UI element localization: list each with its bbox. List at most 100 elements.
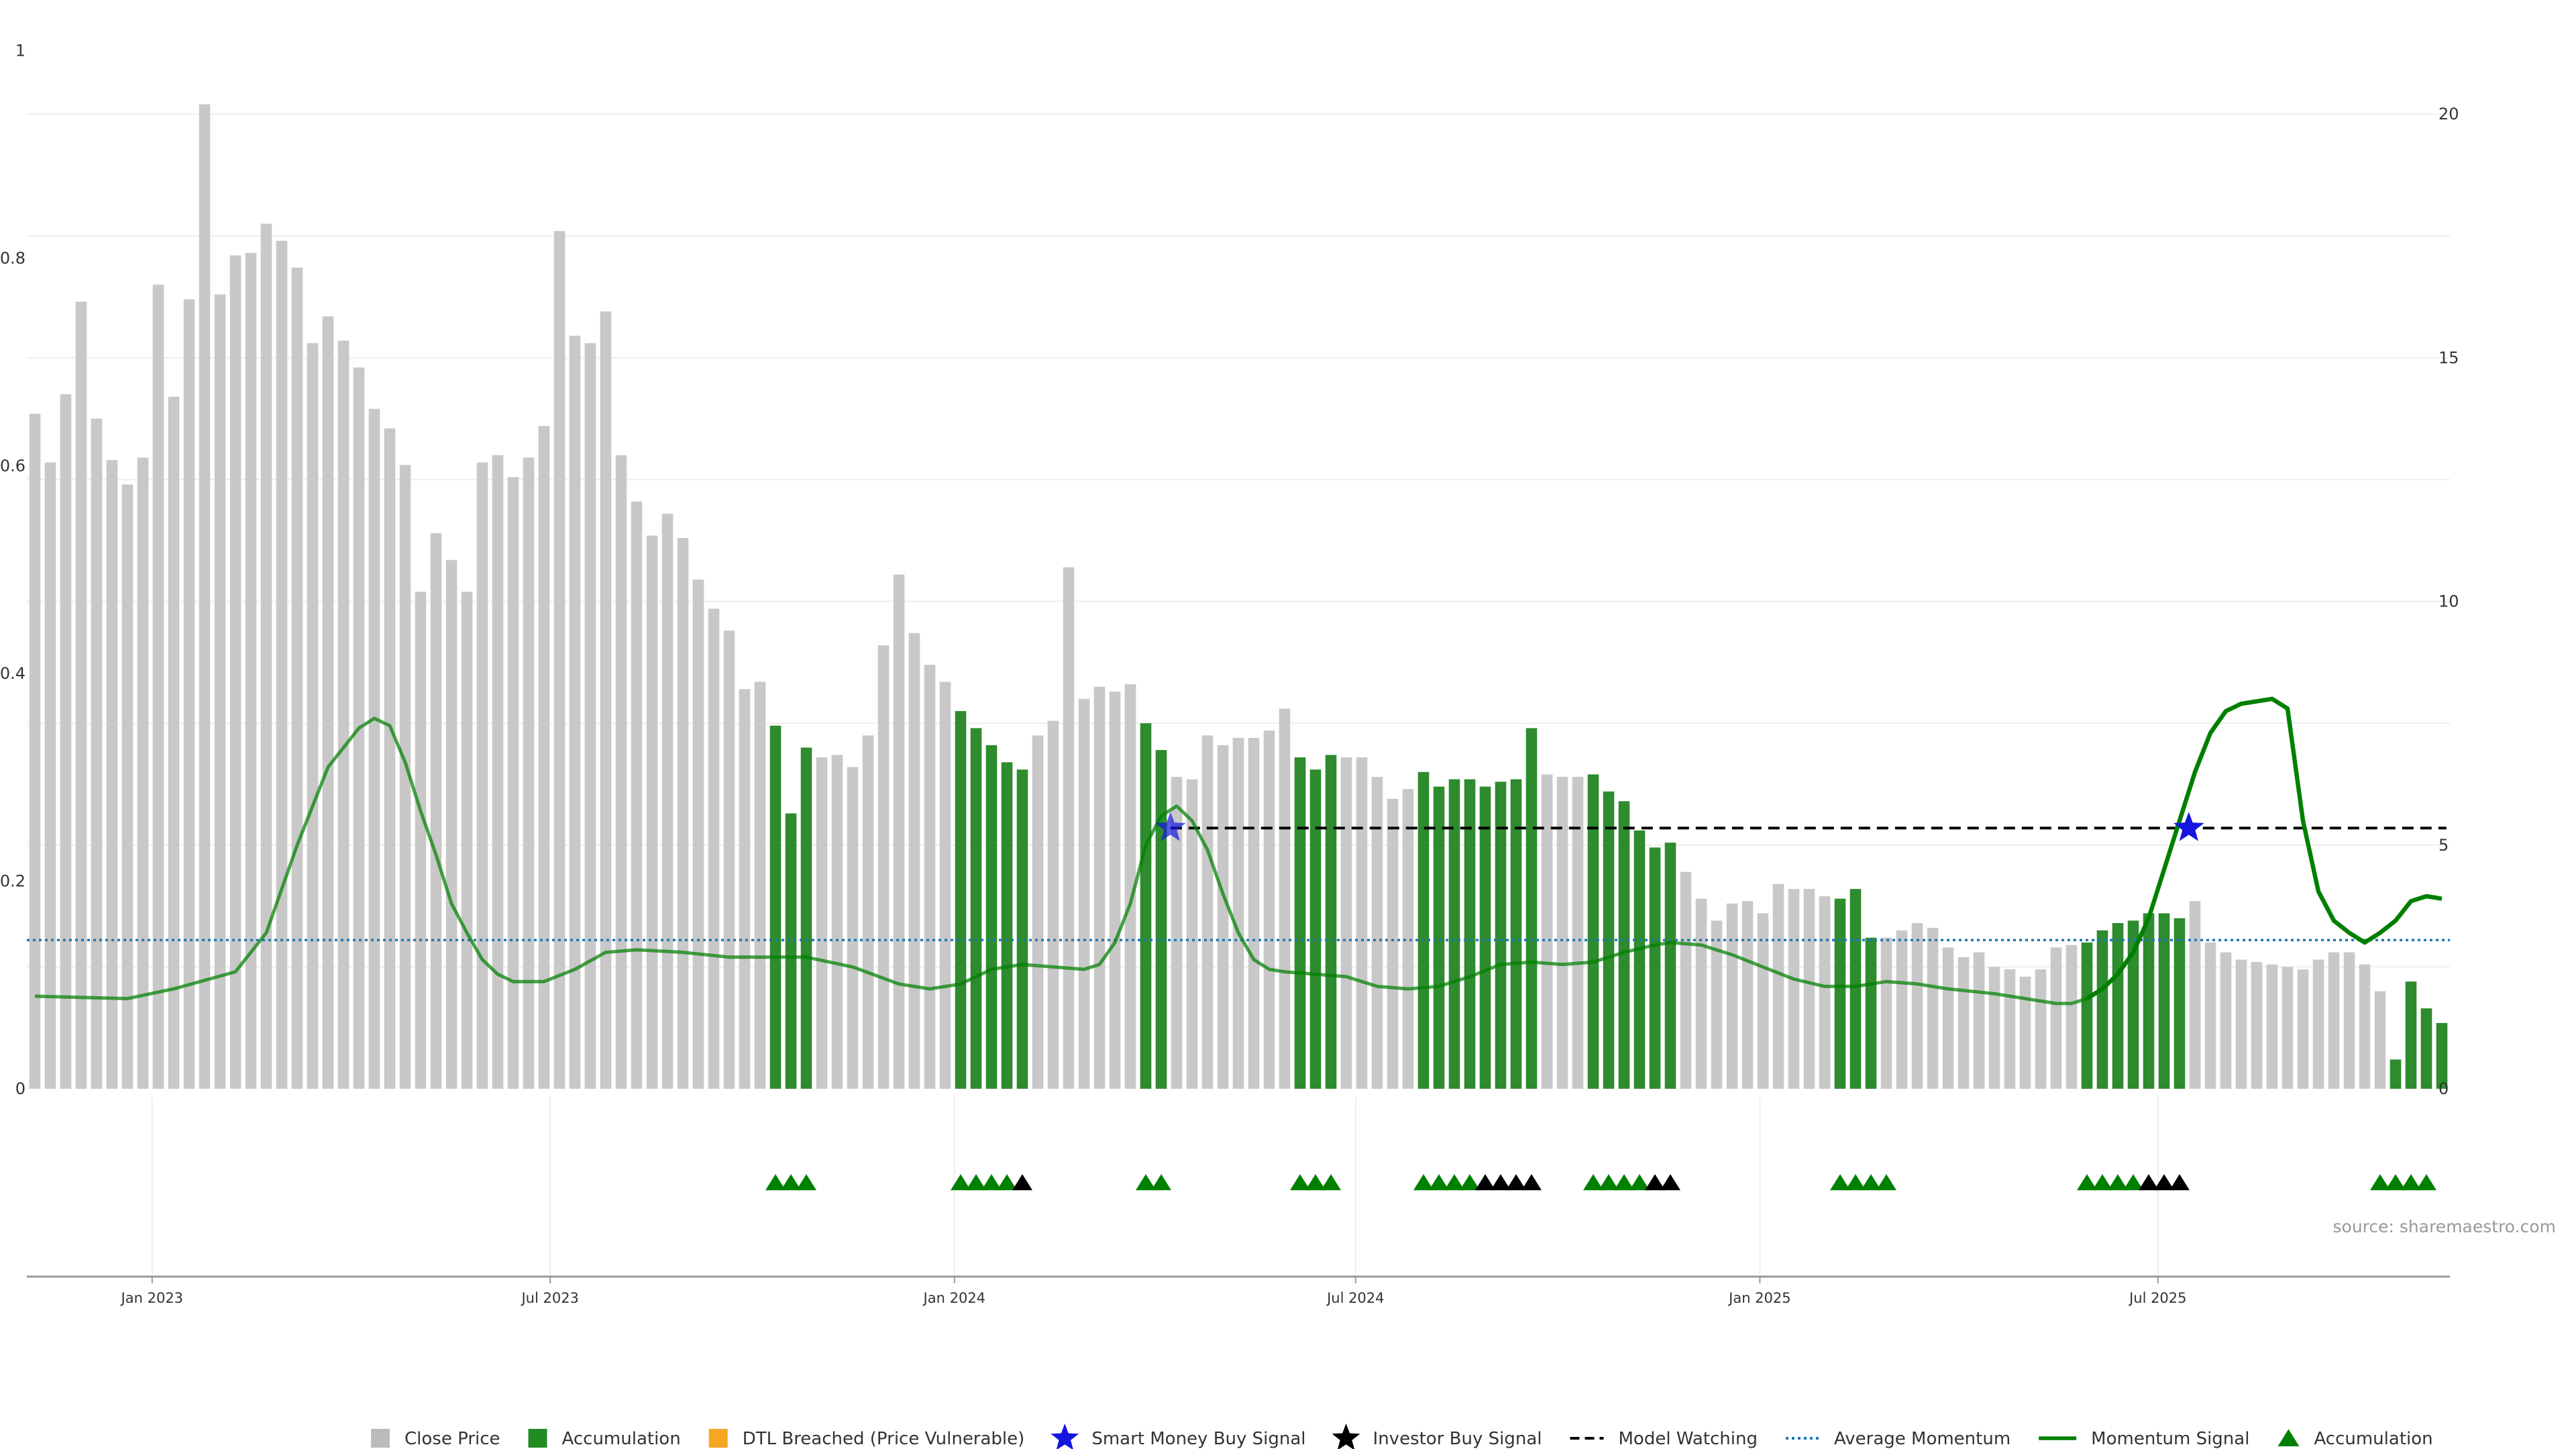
price-bar [2050,947,2062,1089]
accumulation-marker [1305,1174,1326,1191]
accumulation-marker [1290,1174,1310,1191]
price-bar [91,419,103,1089]
source-note: source: sharemaestro.com [2333,1217,2557,1236]
price-bar [677,538,689,1089]
y-left-tick-label: 0.6 [0,457,25,476]
accumulation-bar [1587,774,1599,1089]
price-bar [569,335,581,1089]
price-bar [75,301,87,1089]
legend-item: Accumulation [2277,1429,2433,1449]
price-bar [1726,903,1738,1089]
price-bar [44,462,56,1089]
price-bar [2297,969,2309,1089]
accumulation-marker [1151,1174,1171,1191]
legend-item: Model Watching [1570,1429,1758,1449]
price-bar [2266,964,2278,1089]
legend-triangle-icon [2277,1429,2300,1446]
price-bar [199,104,211,1089]
accumulation-bar [769,725,782,1089]
price-bar [276,240,288,1089]
legend-item: Accumulation [528,1429,681,1449]
accumulation-marker [1321,1174,1341,1191]
price-bar [1896,930,1908,1089]
price-bar [415,591,427,1089]
accumulation-bar [2158,913,2170,1089]
accumulation-bar [1479,786,1491,1089]
price-bar [2019,976,2031,1089]
legend-star-icon [1051,1424,1079,1449]
price-bar [2312,959,2324,1089]
smart-money-star [1155,812,1186,841]
accumulation-bar [2127,920,2139,1089]
price-bar [2004,969,2016,1089]
accumulation-marker [765,1174,786,1191]
legend-item: Investor Buy Signal [1332,1424,1542,1449]
price-bar [2374,991,2386,1089]
y-right-tick-label: 20 [2438,105,2459,123]
price-bar [1695,898,1707,1089]
price-bar [584,343,596,1089]
price-bar [291,267,303,1089]
legend-item: Average Momentum [1785,1429,2010,1449]
accumulation-bar [1865,937,1877,1089]
signal-markers [765,1174,2436,1191]
y-left-tick-label: 0.8 [0,249,25,268]
accumulation-bar [1664,843,1676,1089]
price-bar [322,316,334,1089]
accumulation-bar [2405,981,2417,1089]
accumulation-bar [2143,913,2155,1089]
legend-item: Smart Money Buy Signal [1051,1424,1306,1449]
accumulation-marker [1861,1174,1881,1191]
price-bar [1063,567,1075,1089]
price-bar [847,767,859,1089]
accumulation-bar [1016,769,1028,1089]
x-tick-label: Jan 2025 [1727,1290,1791,1306]
price-bar [1078,698,1090,1089]
price-bar [908,633,920,1089]
accumulation-bar [1649,847,1661,1089]
price-bar [615,455,627,1089]
price-bar [1263,731,1275,1089]
price-bar [1248,737,1260,1089]
accumulation-bar [1155,750,1167,1089]
accumulation-marker [1413,1174,1434,1191]
accumulation-marker [1444,1174,1464,1191]
legend-star-icon [1332,1424,1360,1449]
price-bar [1371,777,1383,1089]
price-bar [476,462,488,1089]
legend-label: Close Price [405,1429,500,1449]
accumulation-marker [951,1174,971,1191]
investor-marker [1491,1174,1511,1191]
accumulation-bar [785,813,797,1089]
lines [27,696,2450,1006]
investor-marker [1521,1174,1542,1191]
price-bar [877,645,890,1089]
price-bar [723,631,735,1089]
price-bar [245,253,257,1089]
y-left-tick-label: 0.2 [0,872,25,891]
price-bar [1171,777,1183,1089]
price-bar [507,477,519,1089]
price-bar [1788,889,1800,1089]
accumulation-bar [1633,830,1646,1089]
legend-item: DTL Breached (Price Vulnerable) [708,1429,1024,1449]
price-bar [631,501,643,1089]
y-right-tick-label: 10 [2438,592,2459,611]
price-bar [368,409,380,1089]
accumulation-bar [1433,786,1445,1089]
accumulation-bar [1001,762,1013,1089]
price-bar [831,755,843,1089]
price-bar [1556,777,1568,1089]
accumulation-marker [1629,1174,1650,1191]
price-bar [523,458,535,1089]
accumulation-marker [1614,1174,1634,1191]
price-bar [893,574,905,1089]
legend-label: Average Momentum [1834,1429,2010,1449]
price-bar [692,579,704,1089]
accumulation-marker [981,1174,1002,1191]
price-bar [137,458,149,1089]
price-bar [1356,757,1368,1089]
price-bar [1973,952,1985,1089]
price-bar [1032,735,1044,1089]
